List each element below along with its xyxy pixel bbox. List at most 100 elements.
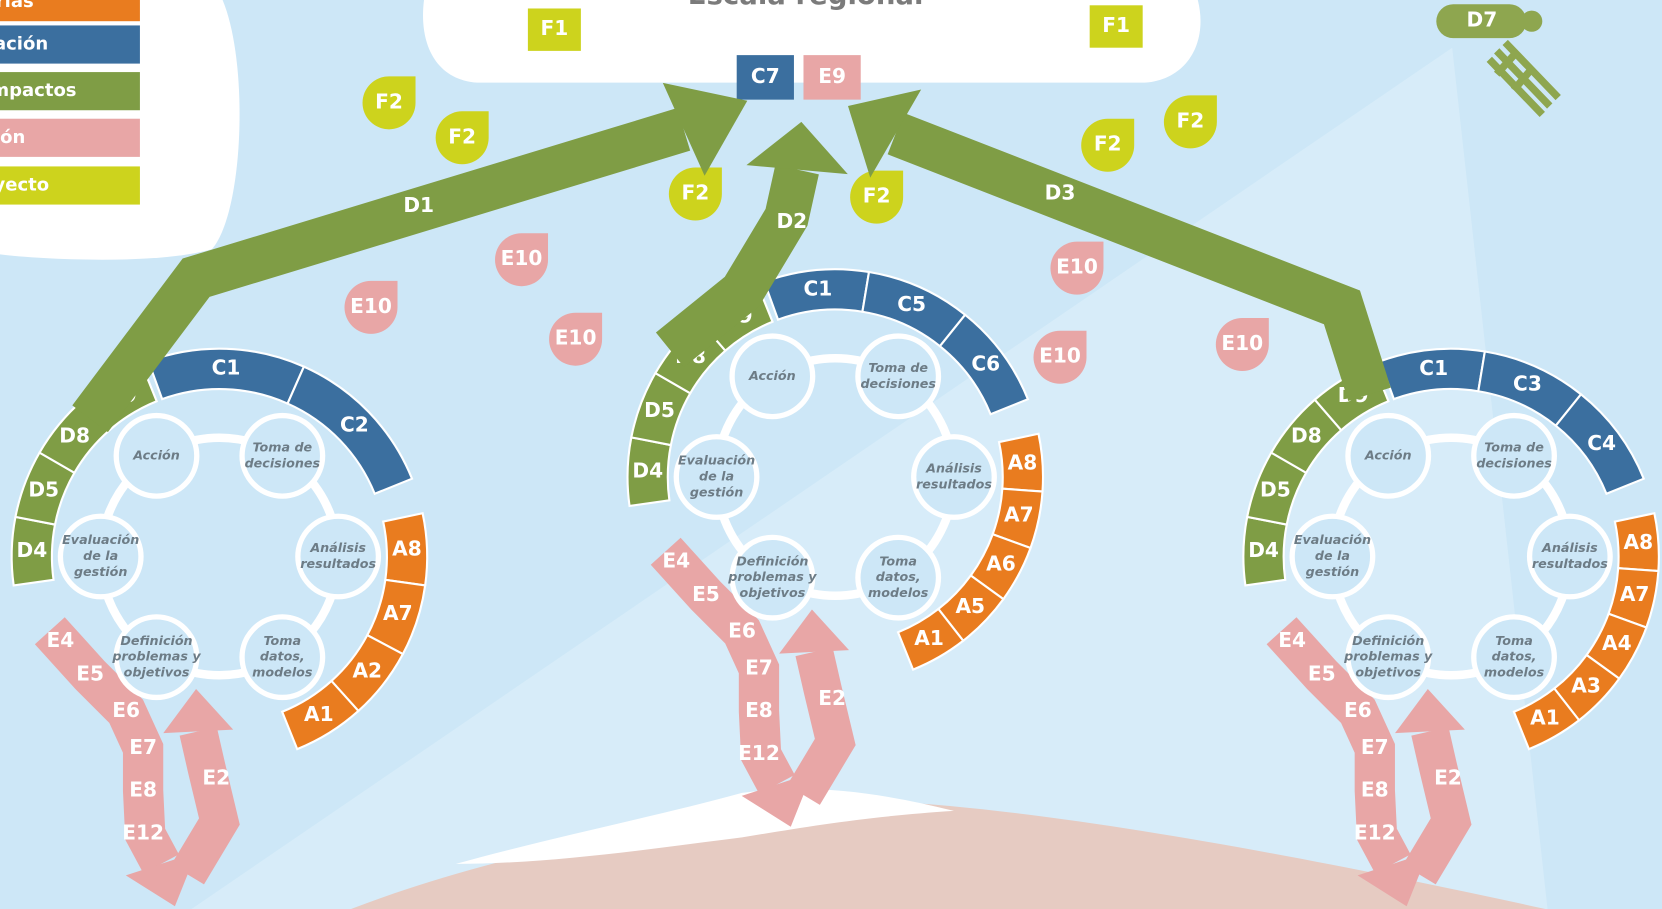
step-label: problemas y [111,649,201,664]
step-label: Toma de [868,360,928,375]
step-label: resultados [1532,556,1608,571]
e-up-label: E2 [818,686,846,710]
arc-label: D8 [1291,424,1322,448]
arc-label: D4 [1248,538,1279,562]
step-label: gestión [1306,564,1359,579]
e-chain-label: E7 [129,735,157,759]
step-label: Definición [120,633,192,648]
arc-label: A2 [352,659,382,683]
e-chain-label: E8 [745,698,773,722]
e10-label: E10 [555,326,597,350]
e-chain-label: E8 [1361,777,1389,801]
legend-label: ento impactos [0,80,77,101]
step-label: objetivos [124,665,190,680]
arc-label: A8 [1008,450,1038,474]
step-label: gestión [74,564,127,579]
step-label: Definición [736,553,808,568]
step-label: modelos [868,585,929,600]
arc-label: C1 [803,277,832,301]
e10-label: E10 [1056,255,1098,279]
step-label: decisiones [860,376,936,391]
arc-label: C6 [971,351,1000,375]
step-label: decisiones [245,455,321,470]
arc-label: C2 [340,413,369,437]
satellite-dish [1521,11,1542,32]
e10-label: E10 [350,294,392,318]
decision-label: D3 [1045,180,1076,204]
arc-label: D8 [59,424,90,448]
step-label: Acción [132,447,180,462]
e10-label: E10 [1039,344,1081,368]
legend-label: ción [0,127,25,148]
e-chain-label: E4 [662,548,690,572]
e-chain-label: E8 [129,777,157,801]
e-chain-label: E5 [76,662,104,686]
e-chain-label: E12 [1354,821,1396,845]
step-label: Toma [1495,633,1533,648]
step-label: Toma [264,633,302,648]
arc-label: D5 [644,398,675,422]
f1-label: F1 [540,16,568,40]
e10-label: E10 [501,246,543,270]
step-label: resultados [300,556,376,571]
f2-label: F2 [1176,108,1204,132]
step-label: Toma de [1484,439,1544,454]
f2-label: F2 [1094,132,1122,156]
arc-label: D4 [17,538,48,562]
arc-label: A1 [304,702,334,726]
arc-label: C1 [1419,356,1448,380]
f2-label: F2 [448,124,476,148]
arc-label: A1 [914,626,944,650]
f1-label: F1 [1102,13,1130,37]
step-label: Evaluación [678,453,755,468]
decision-label: D1 [403,193,434,217]
e-chain-label: E6 [728,618,756,642]
step-label: de la [83,548,118,563]
step-label: Análisis [1541,540,1598,555]
step-label: Análisis [925,461,982,476]
arc-label: A3 [1571,673,1601,697]
title: Escala regional [688,0,924,11]
e-chain-label: E6 [1344,698,1372,722]
legend-label: torías [0,0,34,12]
step-label: modelos [1484,665,1545,680]
scene: Escala regional toríasentaciónento impac… [0,0,1662,909]
step-label: de la [699,468,734,483]
step-label: datos, [260,649,305,664]
arc-label: D5 [28,477,59,501]
arc-label: C3 [1513,372,1542,396]
step-label: problemas y [1343,649,1433,664]
e-chain-label: E7 [745,655,773,679]
c7-label: C7 [751,64,780,88]
e-up-label: E2 [1434,766,1462,790]
arc-label: D4 [632,459,663,483]
step-label: problemas y [727,569,817,584]
arc-label: A8 [392,536,422,560]
arc-label: A8 [1624,530,1654,554]
arc-label: C5 [897,292,926,316]
step-label: Definición [1352,633,1424,648]
e-chain-label: E7 [1361,735,1389,759]
arc-label: A5 [955,594,985,618]
arc-label: A7 [383,601,413,625]
step-label: Toma [879,553,917,568]
step-label: resultados [916,476,992,491]
arc-label: A7 [1620,582,1650,606]
f2-label: F2 [681,180,709,204]
step-label: objetivos [739,585,805,600]
e-chain-label: E5 [692,582,720,606]
diagram: Escala regional toríasentaciónento impac… [0,0,1662,909]
e-chain-label: E5 [1308,662,1336,686]
step-label: Toma de [252,439,312,454]
step-label: objetivos [1355,665,1421,680]
f2-label: F2 [863,184,891,208]
arc-label: A1 [1530,705,1560,729]
e-up-label: E2 [202,766,230,790]
e-chain-label: E4 [47,628,75,652]
step-label: gestión [690,484,743,499]
step-label: Evaluación [62,532,139,547]
step-label: datos, [1492,649,1537,664]
arc-label: A7 [1004,503,1034,527]
step-label: Análisis [309,540,366,555]
d7-label: D7 [1467,8,1498,32]
